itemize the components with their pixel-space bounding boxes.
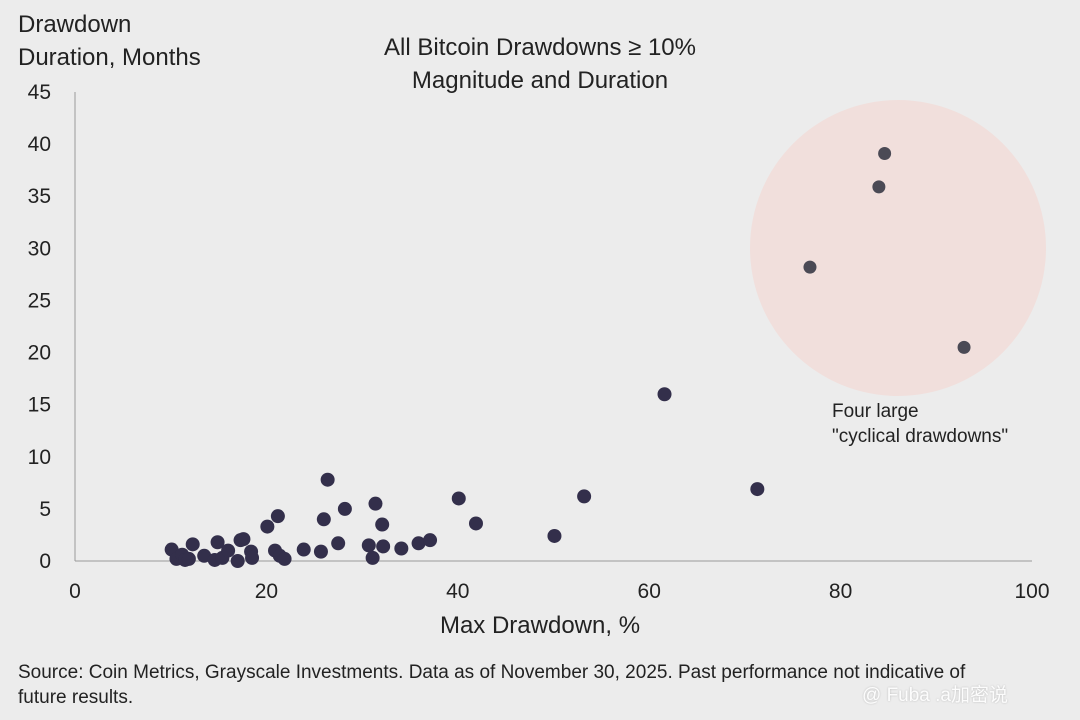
y-tick-label: 5 [39, 498, 51, 521]
drawdown-point [233, 533, 248, 548]
cyclical-drawdown-point [872, 180, 886, 194]
drawdown-point [320, 472, 335, 487]
drawdown-point [375, 517, 390, 532]
drawdown-point [316, 512, 331, 527]
drawdown-point [451, 491, 466, 506]
drawdown-point [376, 539, 391, 554]
watermark: @ Fuba .a加密说 [862, 685, 1008, 706]
chart-title: All Bitcoin Drawdowns ≥ 10% Magnitude an… [290, 31, 790, 97]
annotation-line-1: Four large [832, 401, 919, 422]
cyclical-highlight-circle [750, 100, 1046, 396]
drawdown-point [230, 554, 245, 568]
drawdown-point [197, 548, 212, 563]
drawdown-point [411, 536, 426, 551]
x-tick-label: 0 [69, 580, 81, 603]
y-tick-label: 45 [28, 81, 51, 104]
x-tick-label: 100 [1014, 580, 1049, 603]
drawdown-point [394, 541, 409, 556]
drawdown-point [577, 489, 592, 504]
y-tick-label: 15 [28, 394, 51, 417]
x-tick-label: 20 [255, 580, 278, 603]
drawdown-point [270, 509, 285, 524]
drawdown-point [547, 528, 562, 543]
y-tick-label: 0 [39, 550, 51, 573]
cyclical-drawdown-point [803, 260, 817, 274]
drawdown-point [368, 496, 383, 511]
cyclical-drawdowns-annotation: Four large "cyclical drawdowns" [832, 399, 1008, 449]
drawdown-point [210, 535, 225, 550]
x-tick-label: 80 [829, 580, 852, 603]
drawdown-point [245, 550, 260, 565]
chart-title-line-2: Magnitude and Duration [411, 67, 669, 94]
cyclical-drawdown-point [878, 146, 892, 160]
drawdown-point [423, 533, 438, 548]
drawdown-point [365, 550, 380, 565]
annotation-line-2: "cyclical drawdowns" [832, 426, 1009, 447]
drawdown-point [657, 387, 672, 402]
drawdown-point [337, 501, 352, 516]
x-axis-label: Max Drawdown, % [439, 612, 641, 639]
drawdown-point [750, 482, 765, 497]
y-axis-label-line-2: Duration, Months [18, 44, 201, 71]
drawdown-point [468, 516, 483, 531]
drawdown-point [181, 551, 196, 566]
y-axis-label: Drawdown Duration, Months [18, 8, 201, 74]
x-tick-label: 60 [638, 580, 661, 603]
y-axis-label-line-1: Drawdown [18, 11, 132, 38]
drawdown-point [296, 542, 311, 557]
y-tick-label: 20 [28, 342, 51, 365]
drawdown-point [185, 537, 200, 552]
x-tick-label: 40 [446, 580, 469, 603]
drawdown-point [277, 551, 292, 566]
chart-title-line-1: All Bitcoin Drawdowns ≥ 10% [384, 34, 696, 61]
y-tick-label: 25 [28, 289, 51, 312]
drawdown-point [221, 543, 236, 558]
drawdown-point [313, 544, 328, 559]
source-note: Source: Coin Metrics, Grayscale Investme… [18, 662, 966, 708]
y-tick-label: 40 [28, 133, 51, 156]
drawdown-point [361, 538, 376, 553]
drawdown-point [260, 519, 275, 534]
drawdown-point [331, 536, 346, 551]
y-tick-label: 10 [28, 446, 51, 469]
cyclical-drawdown-point [957, 340, 971, 354]
y-tick-label: 30 [28, 237, 51, 260]
y-tick-label: 35 [28, 185, 51, 208]
